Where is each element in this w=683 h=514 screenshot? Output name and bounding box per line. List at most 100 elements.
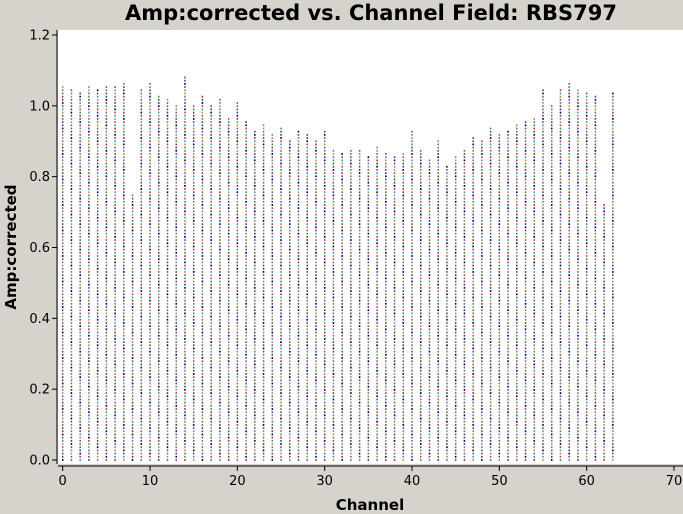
- data-point: [105, 376, 108, 379]
- data-point: [341, 274, 343, 277]
- data-point: [201, 449, 204, 452]
- data-point: [70, 392, 73, 394]
- data-point: [227, 353, 230, 356]
- data-point: [140, 162, 143, 165]
- data-point: [114, 277, 116, 280]
- data-point: [271, 433, 274, 436]
- data-point: [437, 283, 439, 286]
- data-point: [219, 102, 221, 104]
- data-point: [262, 363, 265, 366]
- data-point: [341, 420, 343, 423]
- data-point: [306, 178, 308, 181]
- data-point: [332, 188, 335, 190]
- data-point: [219, 280, 221, 283]
- data-point: [227, 369, 230, 372]
- data-point: [201, 334, 204, 337]
- data-point: [385, 207, 387, 210]
- data-point: [61, 172, 64, 175]
- data-point: [158, 382, 160, 385]
- data-point: [70, 430, 73, 433]
- data-point: [245, 449, 247, 452]
- data-point: [131, 302, 134, 305]
- data-point: [428, 353, 431, 356]
- data-point: [446, 376, 448, 379]
- data-point: [70, 204, 73, 206]
- data-point: [96, 248, 99, 251]
- data-point: [158, 162, 160, 165]
- data-point: [280, 379, 282, 382]
- data-point: [437, 169, 439, 171]
- data-point: [245, 299, 247, 302]
- data-point: [262, 156, 265, 159]
- data-point: [350, 165, 352, 168]
- data-point: [192, 334, 195, 337]
- x-tick-label: 20: [229, 474, 246, 489]
- data-point: [158, 446, 160, 449]
- data-point: [306, 232, 308, 235]
- data-point: [332, 286, 335, 289]
- data-point: [166, 433, 169, 436]
- data-point: [70, 146, 73, 149]
- data-point: [332, 261, 335, 264]
- data-point: [236, 216, 239, 219]
- data-point: [158, 169, 160, 171]
- y-tick-label: 0.6: [29, 241, 50, 256]
- data-point: [289, 153, 291, 155]
- data-point: [201, 143, 204, 146]
- data-point: [158, 385, 160, 388]
- data-point: [158, 137, 160, 139]
- data-point: [271, 162, 274, 165]
- data-point: [289, 220, 291, 222]
- data-point: [236, 433, 239, 436]
- data-point: [306, 188, 308, 190]
- data-point: [123, 443, 125, 445]
- data-point: [393, 159, 396, 162]
- data-point: [402, 388, 405, 391]
- data-point: [166, 162, 169, 165]
- data-point: [219, 414, 221, 417]
- data-point: [88, 149, 90, 152]
- data-point: [245, 188, 247, 190]
- data-point: [149, 452, 151, 455]
- data-point: [245, 255, 247, 257]
- data-point: [358, 210, 361, 213]
- data-point: [201, 424, 204, 426]
- data-point: [323, 325, 326, 328]
- data-point: [402, 360, 405, 363]
- data-point: [114, 181, 116, 184]
- data-point: [332, 459, 335, 461]
- data-point: [411, 235, 413, 238]
- data-point: [402, 430, 405, 433]
- data-point: [419, 169, 422, 171]
- data-point: [376, 178, 378, 181]
- data-point: [236, 357, 239, 359]
- data-point: [428, 452, 431, 455]
- data-point: [385, 408, 387, 410]
- data-point: [271, 197, 274, 200]
- data-point: [306, 430, 308, 433]
- data-point: [175, 245, 177, 248]
- data-point: [61, 137, 64, 139]
- data-point: [123, 306, 125, 308]
- data-point: [123, 140, 125, 143]
- data-point: [184, 274, 186, 277]
- data-point: [219, 350, 221, 353]
- data-point: [210, 357, 212, 359]
- data-point: [367, 436, 370, 439]
- data-point: [245, 280, 247, 283]
- data-point: [201, 306, 204, 308]
- data-point: [88, 108, 90, 111]
- data-point: [192, 175, 195, 178]
- data-point: [254, 274, 256, 277]
- data-point: [280, 283, 282, 286]
- data-point: [341, 175, 343, 178]
- data-point: [184, 140, 186, 143]
- data-point: [184, 271, 186, 273]
- data-point: [166, 98, 169, 101]
- data-point: [367, 379, 370, 382]
- data-point: [315, 417, 317, 420]
- data-point: [341, 267, 343, 270]
- data-point: [245, 204, 247, 206]
- data-point: [105, 169, 108, 171]
- data-point: [402, 404, 405, 407]
